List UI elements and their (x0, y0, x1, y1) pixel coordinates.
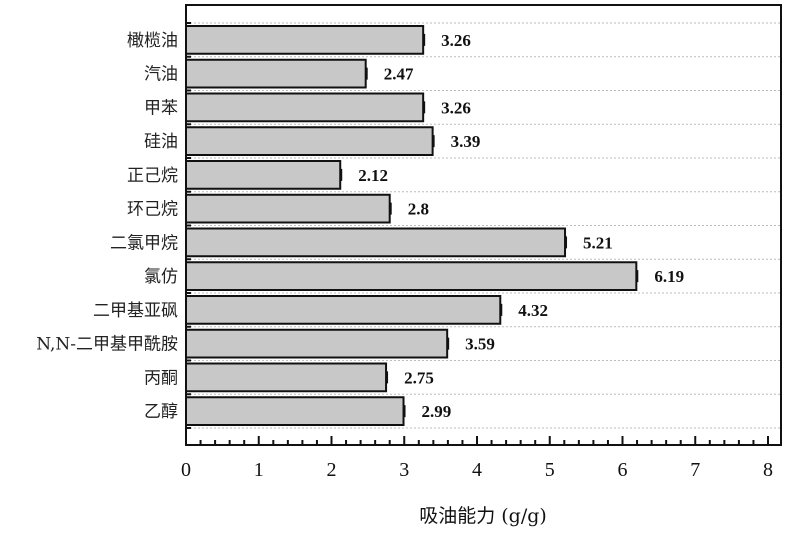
bar (185, 396, 405, 426)
value-label: 3.26 (441, 98, 471, 117)
x-axis-label: 吸油能力 (g/g) (419, 505, 547, 527)
x-tick-label: 5 (545, 459, 555, 481)
category-label: 二氯甲烷 (110, 233, 178, 253)
category-label: 硅油 (144, 132, 178, 152)
bar (185, 227, 567, 258)
value-label: 2.12 (358, 166, 388, 185)
x-tick-label: 0 (181, 459, 191, 481)
bar (185, 295, 502, 325)
value-label: 4.32 (518, 301, 548, 320)
value-label: 3.59 (465, 335, 495, 354)
category-label: 丙酮 (144, 368, 178, 388)
category-label: 乙醇 (144, 402, 178, 422)
value-label: 3.26 (441, 31, 471, 50)
x-tick-label: 6 (618, 459, 628, 481)
category-label: 氯仿 (144, 267, 178, 287)
bar (185, 261, 638, 291)
value-label: 2.75 (404, 368, 434, 387)
value-label: 6.19 (654, 267, 684, 286)
category-label: 正己烷 (127, 166, 178, 186)
bar (185, 25, 425, 55)
category-label: 环己烷 (127, 200, 178, 220)
category-label: 汽油 (144, 65, 178, 85)
category-label: 甲苯 (144, 98, 178, 118)
x-tick-label: 1 (254, 459, 264, 481)
x-tick-label: 8 (763, 459, 773, 481)
bar (185, 126, 434, 156)
value-label: 3.39 (451, 132, 481, 151)
x-tick-label: 3 (399, 459, 409, 481)
bar (185, 58, 367, 89)
bar (185, 193, 391, 224)
category-label: N,N-二甲基甲酰胺 (36, 335, 178, 355)
value-label: 2.99 (422, 402, 452, 421)
value-label: 2.8 (408, 200, 429, 219)
x-tick-label: 4 (472, 459, 482, 481)
plot-frame (185, 4, 782, 446)
category-label: 橄榄油 (127, 31, 178, 51)
bar (185, 92, 425, 123)
x-tick-label: 2 (327, 459, 337, 481)
category-label: 二甲基亚砜 (93, 301, 178, 321)
x-tick-label: 7 (690, 459, 700, 481)
bar (185, 362, 388, 393)
value-label: 2.47 (384, 65, 414, 84)
value-label: 5.21 (583, 233, 613, 252)
bar (185, 160, 342, 190)
bar (185, 328, 449, 359)
